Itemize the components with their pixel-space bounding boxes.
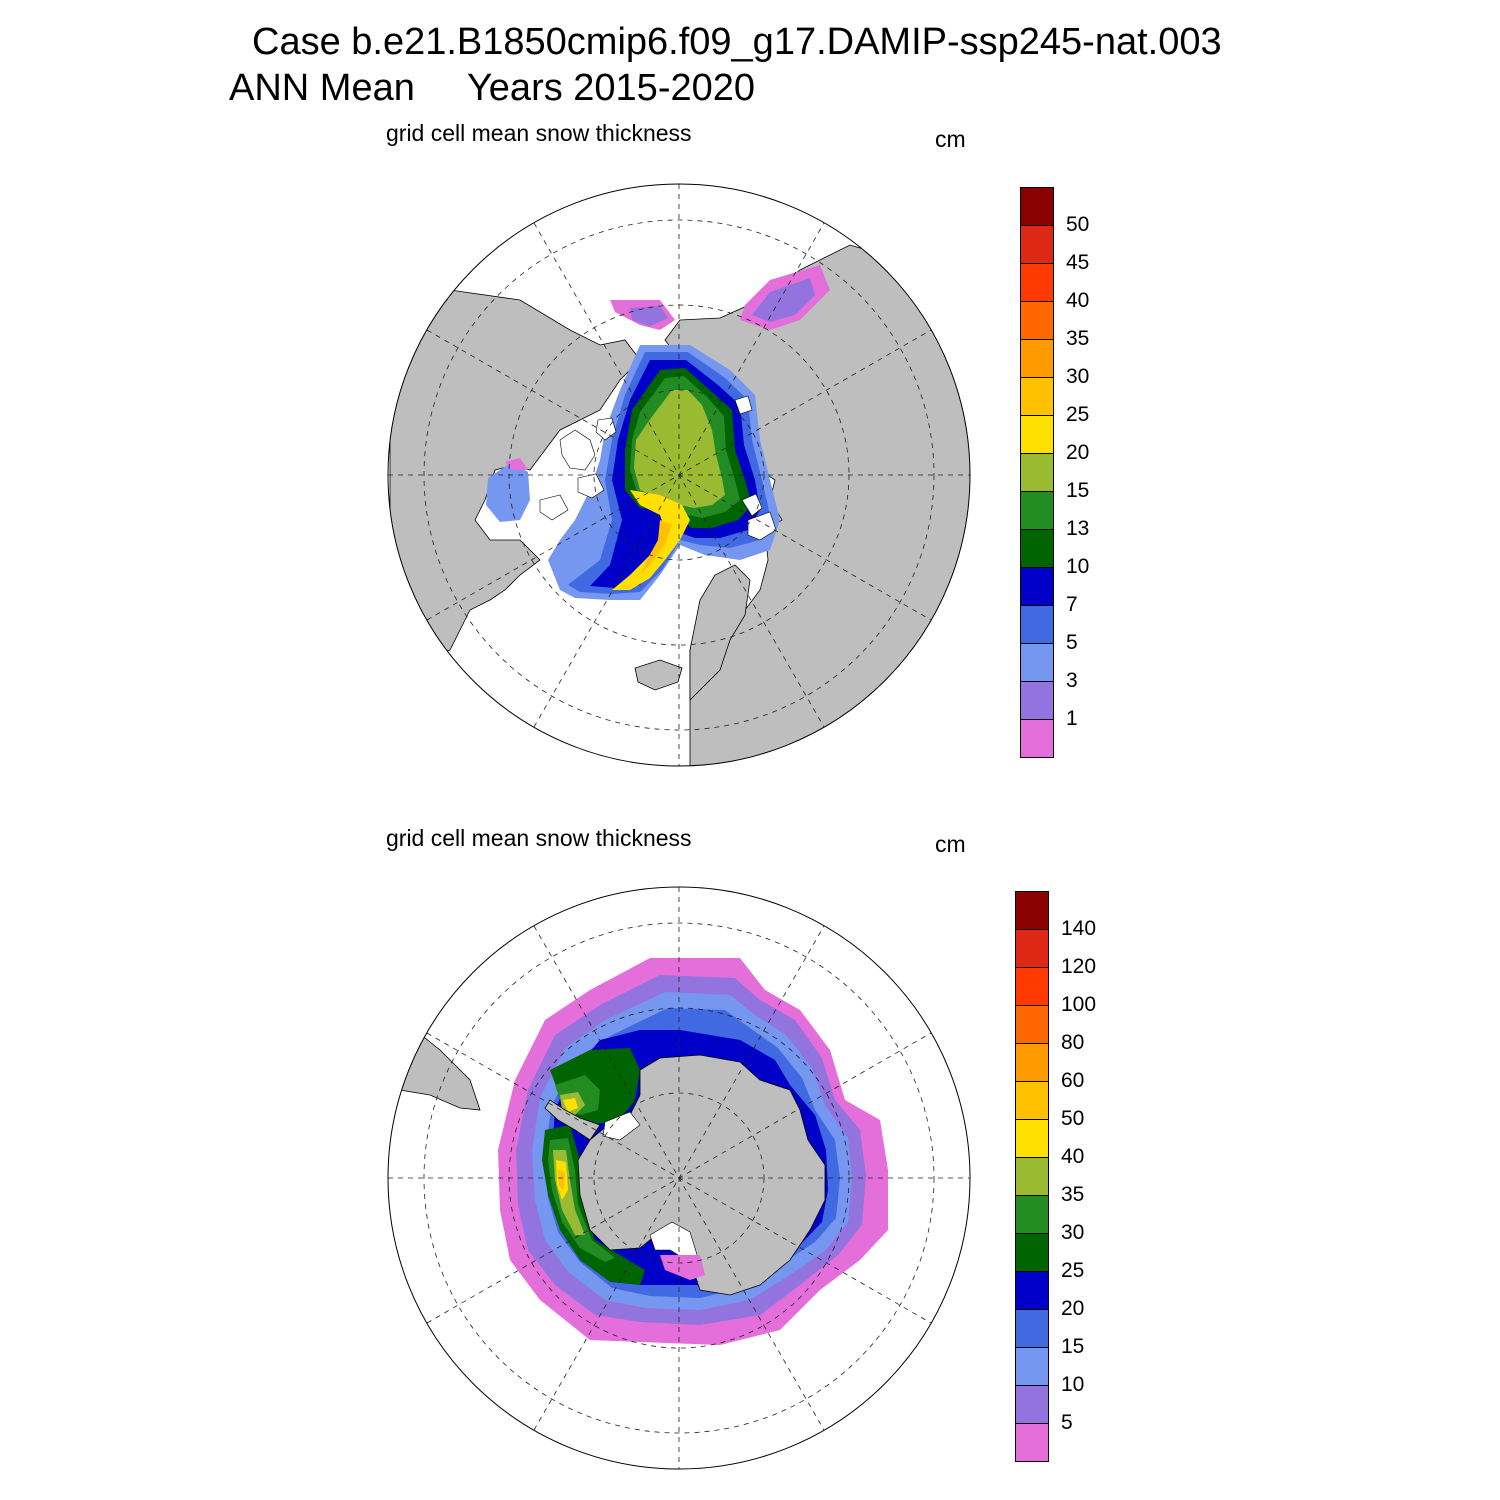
colorbar-swatch — [1015, 1081, 1049, 1120]
colorbar-tick-label: 30 — [1066, 365, 1090, 388]
south-map-border — [387, 886, 971, 1470]
colorbar-tick-label: 40 — [1066, 289, 1090, 312]
colorbar-swatch — [1015, 1385, 1049, 1424]
colorbar-swatch — [1015, 1005, 1049, 1044]
colorbar-tick-label: 40 — [1061, 1145, 1085, 1168]
colorbar-tick-label: 15 — [1066, 479, 1090, 502]
colorbar-swatch — [1020, 719, 1054, 758]
colorbar-swatch — [1015, 1157, 1049, 1196]
colorbar-tick-label: 80 — [1061, 1031, 1085, 1054]
north-graticule — [388, 184, 970, 766]
colorbar-swatch — [1015, 891, 1049, 930]
colorbar-tick-label: 15 — [1061, 1335, 1085, 1358]
colorbar-swatch — [1020, 491, 1054, 530]
colorbar-tick-label: 7 — [1066, 593, 1078, 616]
colorbar-swatch — [1015, 1119, 1049, 1158]
colorbar-tick-label: 5 — [1061, 1411, 1073, 1434]
north-map-border — [387, 183, 971, 767]
colorbar-tick-label: 20 — [1061, 1297, 1085, 1320]
figure-title-period: ANN Mean Years 2015-2020 — [229, 67, 756, 109]
colorbar-tick-label: 50 — [1066, 213, 1090, 236]
colorbar-swatch — [1020, 377, 1054, 416]
north-ice-yellow-band — [612, 490, 690, 590]
colorbar-swatch — [1015, 1233, 1049, 1272]
south-polar-map — [387, 886, 971, 1470]
north-polar-map — [387, 183, 971, 767]
colorbar-tick-label: 13 — [1066, 517, 1090, 540]
colorbar-tick-label: 5 — [1066, 631, 1078, 654]
north-hudson-bay — [486, 462, 530, 522]
colorbar-swatch — [1015, 1347, 1049, 1386]
colorbar-swatch — [1020, 567, 1054, 606]
colorbar-swatch — [1020, 415, 1054, 454]
colorbar-swatch — [1015, 1309, 1049, 1348]
colorbar-tick-label: 25 — [1061, 1259, 1085, 1282]
north-panel-title: grid cell mean snow thickness — [386, 120, 692, 146]
colorbar-swatch — [1020, 643, 1054, 682]
figure-title-case: Case b.e21.B1850cmip6.f09_g17.DAMIP-ssp2… — [252, 21, 1222, 63]
north-panel-units: cm — [935, 126, 966, 152]
colorbar-tick-label: 10 — [1066, 555, 1090, 578]
north-ice-yellowgreen — [634, 390, 725, 508]
north-land-iceland — [634, 659, 683, 691]
colorbar-tick-label: 100 — [1061, 993, 1097, 1016]
colorbar-tick-label: 10 — [1061, 1373, 1085, 1396]
colorbar-swatch — [1020, 605, 1054, 644]
south-panel-units: cm — [935, 831, 966, 857]
north-archipelago — [559, 429, 596, 471]
colorbar-tick-label: 35 — [1061, 1183, 1085, 1206]
colorbar-tick-label: 50 — [1061, 1107, 1085, 1130]
colorbar-swatch — [1020, 263, 1054, 302]
colorbar-swatch — [1020, 187, 1054, 226]
colorbar-swatch — [1015, 1043, 1049, 1082]
colorbar-swatch — [1015, 1271, 1049, 1310]
colorbar-swatch — [1020, 681, 1054, 720]
south-land-antarctica — [577, 1054, 826, 1296]
south-panel-title: grid cell mean snow thickness — [386, 825, 692, 851]
colorbar-tick-label: 45 — [1066, 251, 1090, 274]
colorbar-tick-label: 120 — [1061, 955, 1097, 978]
south-land-peninsula — [544, 1099, 601, 1141]
colorbar-tick-label: 140 — [1061, 917, 1097, 940]
colorbar-swatch — [1020, 301, 1054, 340]
colorbar-swatch — [1020, 225, 1054, 264]
colorbar-swatch — [1015, 1423, 1049, 1462]
colorbar-tick-label: 35 — [1066, 327, 1090, 350]
colorbar-tick-label: 20 — [1066, 441, 1090, 464]
colorbar-tick-label: 60 — [1061, 1069, 1085, 1092]
north-land-scandinavia — [689, 564, 751, 701]
colorbar-tick-label: 25 — [1066, 403, 1090, 426]
colorbar-swatch — [1020, 339, 1054, 378]
colorbar-tick-label: 1 — [1066, 707, 1078, 730]
colorbar-tick-label: 3 — [1066, 669, 1078, 692]
colorbar-swatch — [1015, 929, 1049, 968]
south-graticule — [388, 887, 970, 1469]
colorbar-swatch — [1020, 529, 1054, 568]
colorbar-swatch — [1015, 1195, 1049, 1234]
colorbar-swatch — [1015, 967, 1049, 1006]
colorbar-swatch — [1020, 453, 1054, 492]
colorbar-tick-label: 30 — [1061, 1221, 1085, 1244]
